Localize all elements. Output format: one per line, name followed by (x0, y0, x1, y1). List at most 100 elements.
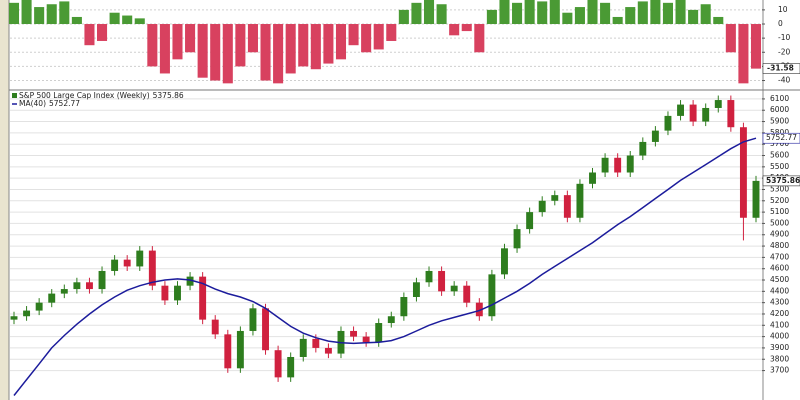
y-tick-label: 4700 (770, 252, 789, 261)
bar (662, 2, 673, 25)
candle-body (400, 297, 408, 317)
bar (335, 24, 347, 60)
bar (273, 24, 284, 84)
candle-body (538, 200, 546, 213)
candle-body (739, 127, 747, 218)
candle-body (236, 330, 244, 369)
candle-body (123, 259, 131, 267)
y-tick-label: 10 (778, 5, 788, 14)
candle-body (262, 308, 269, 351)
y-tick-label: 4100 (770, 320, 789, 329)
y-tick-label: 5200 (770, 196, 789, 205)
y-tick-label: -20 (778, 47, 790, 56)
candle-body (513, 229, 521, 249)
legend: S&P 500 Large Cap Index (Weekly) 5375.86… (12, 91, 184, 108)
bar (423, 0, 435, 25)
bar (625, 7, 636, 25)
bar (348, 24, 359, 46)
bar (122, 15, 133, 25)
bar (600, 2, 611, 25)
candle-body (412, 282, 420, 297)
y-tick-label: 5100 (770, 207, 789, 216)
bar (235, 24, 246, 67)
bar (185, 24, 196, 53)
candle-body (387, 316, 395, 324)
candle-body (211, 319, 219, 335)
candle-body (626, 155, 634, 173)
candle-body (48, 293, 56, 303)
candle-body (450, 285, 458, 292)
candle-body (350, 330, 358, 337)
bar (210, 24, 221, 81)
candle-body (98, 270, 106, 290)
y-tick-label: 5300 (770, 184, 789, 193)
bar (109, 12, 120, 25)
candle-body (224, 334, 232, 369)
candle-body (752, 180, 760, 218)
bar (386, 24, 397, 41)
bar (159, 24, 170, 74)
bar (725, 24, 736, 53)
y-tick-label: 0 (778, 19, 783, 28)
bar (323, 24, 334, 64)
bar (637, 1, 648, 25)
candle-body (639, 141, 647, 156)
candle-body (727, 100, 735, 128)
y-tick-label: 5000 (770, 218, 789, 227)
bar (449, 24, 460, 36)
bar (549, 0, 560, 25)
candle-body (136, 250, 144, 267)
bar (750, 24, 762, 69)
candle-body (10, 316, 18, 320)
bar (688, 9, 699, 25)
y-tick-label: 3700 (770, 366, 789, 375)
last-value-tag (762, 132, 800, 144)
y-tick-label: 5700 (770, 139, 789, 148)
last-value-tag (762, 175, 800, 187)
bar (700, 4, 711, 25)
candle-body (111, 259, 119, 271)
bar (499, 0, 510, 25)
left-border (0, 0, 9, 400)
bar (512, 2, 523, 25)
bar (59, 1, 70, 25)
y-tick-label: 4800 (770, 241, 789, 250)
bar (486, 9, 497, 25)
candle-body (689, 104, 697, 122)
bar (21, 0, 32, 25)
y-tick-label: 5500 (770, 162, 789, 171)
y-tick-label: 3800 (770, 354, 789, 363)
candle-body (23, 310, 31, 317)
y-tick-label: 5900 (770, 117, 789, 126)
bar (147, 24, 158, 67)
y-tick-label: 3900 (770, 343, 789, 352)
bar (197, 24, 208, 78)
legend-value: 5752.77 (49, 99, 80, 108)
candle-body (614, 157, 622, 173)
candle-body (199, 276, 207, 320)
y-tick-label: 4600 (770, 264, 789, 273)
candle-body (186, 276, 194, 286)
candle-body (161, 285, 169, 301)
bar (247, 24, 258, 53)
legend-label: S&P 500 Large Cap Index (Weekly) (19, 91, 150, 100)
candle-body (714, 100, 722, 108)
candle-body (174, 285, 181, 301)
candle-body (249, 308, 257, 331)
candle-body (475, 302, 483, 317)
bar (84, 24, 95, 46)
y-tick-label: 5800 (770, 128, 789, 137)
last-value-tag (762, 63, 800, 74)
y-tick-label: 4300 (770, 298, 789, 307)
legend-label: MA(40) (19, 99, 46, 108)
indicator-panel: 100-10-20-30-40-31.58 (8, 0, 800, 85)
bar (738, 24, 749, 84)
bar (587, 0, 598, 25)
candle-body (501, 248, 508, 275)
candle-body (375, 323, 383, 343)
y-tick-label: 4900 (770, 230, 789, 239)
legend-value: 5375.86 (153, 91, 184, 100)
bar (537, 1, 548, 25)
